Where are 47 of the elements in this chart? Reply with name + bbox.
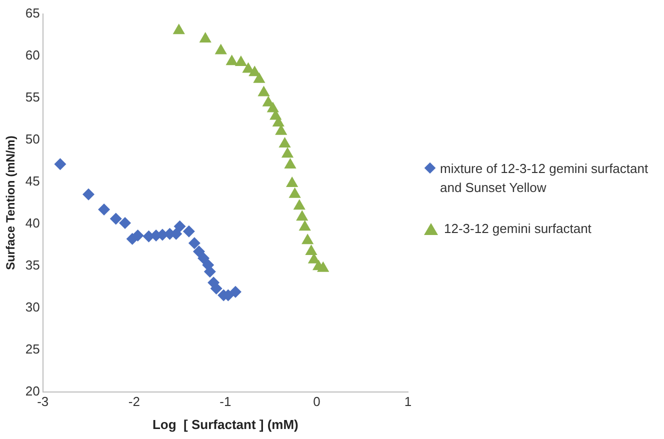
point [302,233,314,244]
point [305,244,318,255]
y-tick-label: 30 [25,298,40,314]
y-axis-title: Surface Tention (mN/m) [4,135,18,270]
x-tick-label: -2 [128,394,140,409]
x-tick-label: 0 [313,394,320,409]
y-tick-label: 55 [25,88,40,104]
point [284,158,296,168]
x-tick-label: 1 [404,394,412,409]
y-tick-label: 40 [25,214,40,230]
point [199,32,212,42]
point [298,220,311,230]
point [182,224,195,237]
point [119,216,132,228]
point [226,54,238,65]
point [296,210,308,220]
legend-label: 12-3-12 gemini surfactant [444,220,592,238]
point [98,203,110,216]
point [229,285,242,298]
point [54,158,66,170]
point [188,236,200,249]
point [82,188,95,200]
point [278,136,291,147]
point [174,220,186,232]
point [198,252,210,264]
y-tick-label: 65 [25,4,40,20]
x-tick-label: -1 [220,394,232,409]
y-tick-label: 50 [25,130,40,146]
point [293,198,306,210]
y-tick-label: 35 [25,256,40,272]
legend-label: mixture of 12-3-12 gemini surfactant and Sunset Yellow [440,160,650,197]
point [286,176,298,186]
point [234,55,248,66]
point [172,23,185,34]
point [281,146,294,158]
y-tick-label: 45 [25,172,40,188]
y-tick-label: 25 [25,340,40,356]
point [192,245,205,258]
point [132,229,144,242]
point [110,212,122,224]
point [214,43,227,54]
point [288,186,301,198]
y-tick-label: 60 [25,46,40,62]
x-axis-title: Log [ Surfactant ] (mM) [152,416,298,432]
y-tick-label: 20 [25,382,40,398]
point [253,72,266,82]
point [258,85,270,96]
